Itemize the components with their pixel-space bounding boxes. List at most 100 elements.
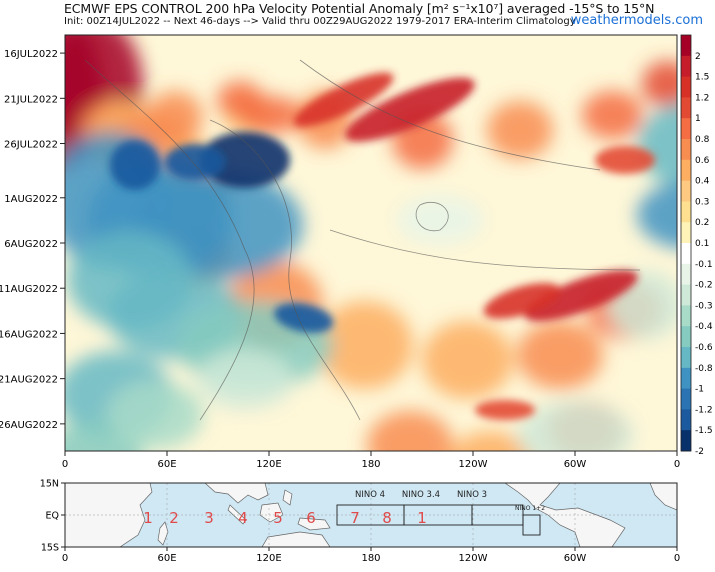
colorbar-label: -0.4 <box>695 322 713 332</box>
colorbar-label: -1.5 <box>695 426 713 436</box>
sumatra-land <box>227 504 247 525</box>
anomaly-blob <box>107 381 203 449</box>
colorbar-label: 0.3 <box>695 197 709 207</box>
colorbar-swatch <box>681 284 691 306</box>
colorbar-swatch <box>681 76 691 98</box>
australia-land <box>261 531 331 547</box>
nino4-label: NINO 4 <box>355 490 385 500</box>
map-lat-label: 15N <box>40 479 59 490</box>
anomaly-blob <box>637 182 677 248</box>
x-tick-label: 180 <box>361 459 380 470</box>
colorbar-swatch <box>681 118 691 140</box>
contour-line <box>209 119 361 421</box>
contour-line <box>84 59 255 421</box>
colorbar-label: 0.6 <box>695 156 710 166</box>
anomaly-blob <box>450 431 530 451</box>
colorbar-swatch <box>681 326 691 348</box>
anomaly-blob <box>517 321 603 389</box>
colorbar-label: 1.5 <box>695 73 709 83</box>
anomaly-blob <box>237 96 303 134</box>
anomaly-blob <box>642 61 677 107</box>
anomaly-field <box>65 35 677 451</box>
map-lon-label: 180 <box>361 553 380 564</box>
x-tick-label: 60W <box>564 459 587 470</box>
colorbar-swatch <box>681 159 691 182</box>
source-credit[interactable]: weathermodels.com <box>570 13 703 28</box>
mjo-phase-label: 2 <box>169 509 179 527</box>
anomaly-blob <box>197 351 293 409</box>
anomaly-core <box>293 72 394 127</box>
x-tick-label: 120W <box>459 459 488 470</box>
y-tick-label: 16JUL2022 <box>4 49 58 60</box>
anomaly-core <box>475 400 535 420</box>
anomaly-core <box>274 302 334 333</box>
nino3-label: NINO 3 <box>457 490 487 500</box>
anomaly-core <box>345 77 475 142</box>
chart-title: ECMWF EPS CONTROL 200 hPa Velocity Poten… <box>64 1 655 16</box>
colorbar-label: 2 <box>695 52 701 62</box>
mjo-phase-label: 6 <box>306 509 316 527</box>
colorbar-swatch <box>681 55 691 78</box>
colorbar-swatch <box>681 430 691 452</box>
map-lon-label: 60W <box>564 553 587 564</box>
colorbar-label: -0.8 <box>695 364 713 374</box>
anomaly-core <box>110 140 160 190</box>
colorbar-label: 0.2 <box>695 218 709 228</box>
colorbar-label: -0.1 <box>695 260 713 270</box>
anomaly-blob <box>582 91 643 139</box>
chart-subtitle: Init: 00Z14JUL2022 -- Next 46-days --> V… <box>64 16 576 27</box>
africa-land <box>65 483 153 547</box>
map-lon-label: 0 <box>62 553 68 564</box>
anomaly-core <box>483 282 561 319</box>
colorbar-label: -1 <box>695 385 704 395</box>
anomaly-core <box>524 270 638 322</box>
mjo-phase-label: 4 <box>238 509 248 527</box>
mjo-phase-label: 1 <box>417 509 427 527</box>
colorbar-label: 1 <box>695 114 701 124</box>
colorbar-swatch <box>681 347 691 369</box>
anomaly-blob <box>422 321 513 399</box>
y-tick-label: 16AUG2022 <box>0 329 58 340</box>
west-africa-land <box>649 483 677 511</box>
contour-line <box>415 201 449 232</box>
mjo-phase-label: 1 <box>143 509 153 527</box>
new-guinea-land <box>297 517 331 531</box>
colorbar-label: 1.2 <box>695 93 709 103</box>
colorbar-label: 0.1 <box>695 239 709 249</box>
map-lon-label: 120E <box>256 553 281 564</box>
anomaly-core <box>200 132 290 188</box>
y-tick-label: 1AUG2022 <box>4 194 58 205</box>
colorbar-swatch <box>681 263 691 286</box>
madagascar-land <box>157 521 169 546</box>
colorbar-label: -0.2 <box>695 281 713 291</box>
colorbar-swatch <box>681 35 691 57</box>
y-tick-label: 26AUG2022 <box>0 420 58 431</box>
contour-line <box>329 229 641 271</box>
colorbar-swatch <box>681 409 691 431</box>
x-tick-label: 0 <box>62 459 68 470</box>
y-tick-label: 11AUG2022 <box>0 284 58 295</box>
x-tick-label: 0 <box>674 459 680 470</box>
map-lon-label: 120W <box>459 553 488 564</box>
mjo-phase-label: 7 <box>350 509 360 527</box>
y-tick-label: 26JUL2022 <box>4 140 58 151</box>
mjo-phase-label: 3 <box>204 509 214 527</box>
colorbar-label: -0.3 <box>695 301 713 311</box>
anomaly-core <box>165 144 225 180</box>
y-tick-label: 21JUL2022 <box>4 94 58 105</box>
x-axis: 0 60E 120E 180 120W 60W 0 <box>62 451 680 470</box>
map-lat-label: 15S <box>41 543 59 554</box>
colorbar-swatch <box>681 180 691 202</box>
map-lat-label: EQ <box>46 511 59 522</box>
y-tick-label: 6AUG2022 <box>4 239 58 250</box>
anomaly-core <box>595 146 655 174</box>
anomaly-blob <box>397 196 483 244</box>
mjo-phase-label: 8 <box>382 509 392 527</box>
colorbar-swatch <box>681 388 691 410</box>
colorbar-swatch <box>681 243 691 265</box>
nino12-box <box>522 514 541 536</box>
colorbar-frame <box>680 34 692 452</box>
anomaly-blob <box>367 411 453 451</box>
colorbar-label: 0.4 <box>695 177 710 187</box>
